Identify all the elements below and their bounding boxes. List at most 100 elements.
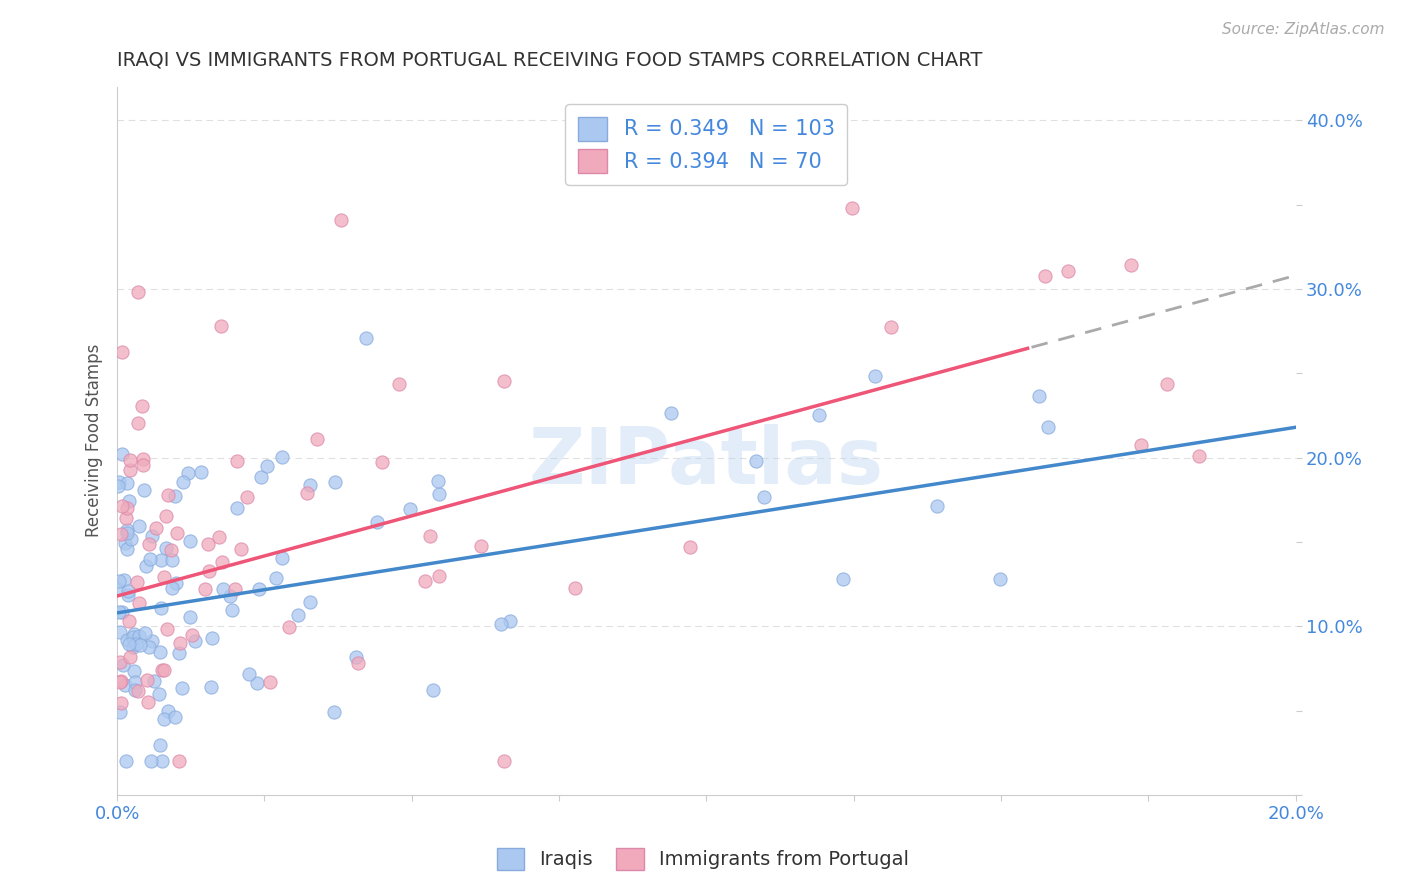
Point: [139, 552, 162, 566]
Point: [229, 542, 252, 557]
Point: [169, 635, 191, 649]
Point: [112, 658, 135, 673]
Point: [150, 755, 173, 769]
Point: [110, 696, 132, 710]
Point: [117, 584, 139, 599]
Point: [141, 634, 163, 648]
Point: [165, 575, 187, 590]
Point: [148, 687, 170, 701]
Point: [108, 574, 131, 588]
Point: [200, 680, 222, 694]
Point: [925, 499, 948, 513]
Point: [131, 399, 153, 413]
Point: [156, 488, 179, 502]
Point: [153, 664, 176, 678]
Point: [169, 755, 191, 769]
Point: [323, 475, 346, 489]
Point: [238, 666, 260, 681]
Point: [1156, 377, 1178, 392]
Point: [115, 525, 138, 540]
Point: [277, 620, 299, 634]
Point: [128, 518, 150, 533]
Point: [264, 571, 287, 585]
Point: [110, 674, 132, 689]
Point: [118, 463, 141, 477]
Point: [149, 552, 172, 566]
Point: [167, 646, 190, 660]
Point: [344, 650, 367, 665]
Point: [138, 640, 160, 654]
Point: [176, 466, 198, 480]
Point: [1188, 449, 1211, 463]
Point: [110, 705, 132, 719]
Point: [426, 474, 449, 488]
Point: [107, 479, 129, 493]
Point: [150, 600, 173, 615]
Point: [201, 631, 224, 645]
Point: [1035, 268, 1057, 283]
Point: [247, 582, 270, 596]
Point: [149, 738, 172, 752]
Point: [152, 570, 174, 584]
Point: [270, 450, 292, 464]
Point: [564, 581, 586, 595]
Point: [297, 486, 319, 500]
Point: [194, 582, 217, 596]
Point: [122, 640, 145, 654]
Point: [1057, 263, 1080, 277]
Point: [122, 631, 145, 645]
Text: IRAQI VS IMMIGRANTS FROM PORTUGAL RECEIVING FOOD STAMPS CORRELATION CHART: IRAQI VS IMMIGRANTS FROM PORTUGAL RECEIV…: [117, 51, 983, 70]
Point: [413, 574, 436, 588]
Point: [219, 589, 242, 603]
Point: [118, 614, 141, 628]
Point: [132, 483, 155, 498]
Point: [138, 537, 160, 551]
Point: [108, 475, 131, 490]
Point: [236, 490, 259, 504]
Point: [115, 755, 138, 769]
Point: [135, 559, 157, 574]
Point: [127, 285, 149, 299]
Y-axis label: Receiving Food Stamps: Receiving Food Stamps: [86, 344, 103, 538]
Point: [172, 681, 194, 695]
Point: [371, 455, 394, 469]
Point: [156, 623, 179, 637]
Point: [165, 489, 187, 503]
Point: [112, 573, 135, 587]
Point: [208, 530, 231, 544]
Point: [224, 582, 246, 597]
Point: [110, 673, 132, 688]
Point: [149, 645, 172, 659]
Point: [120, 533, 142, 547]
Point: [190, 466, 212, 480]
Point: [388, 376, 411, 391]
Point: [679, 541, 702, 555]
Point: [271, 550, 294, 565]
Point: [209, 318, 232, 333]
Point: [111, 605, 134, 619]
Point: [111, 499, 134, 513]
Point: [153, 712, 176, 726]
Point: [115, 633, 138, 648]
Point: [125, 574, 148, 589]
Point: [212, 582, 235, 596]
Point: [354, 331, 377, 345]
Point: [323, 705, 346, 719]
Point: [117, 637, 139, 651]
Point: [128, 596, 150, 610]
Point: [108, 605, 131, 619]
Point: [172, 475, 194, 489]
Point: [346, 656, 368, 670]
Point: [1119, 258, 1142, 272]
Point: [422, 683, 444, 698]
Point: [145, 521, 167, 535]
Point: [427, 487, 450, 501]
Point: [155, 508, 177, 523]
Point: [246, 676, 269, 690]
Point: [1129, 438, 1152, 452]
Point: [141, 755, 163, 769]
Point: [159, 543, 181, 558]
Legend: R = 0.349   N = 103, R = 0.394   N = 70: R = 0.349 N = 103, R = 0.394 N = 70: [565, 104, 848, 186]
Point: [1036, 420, 1059, 434]
Point: [115, 511, 138, 525]
